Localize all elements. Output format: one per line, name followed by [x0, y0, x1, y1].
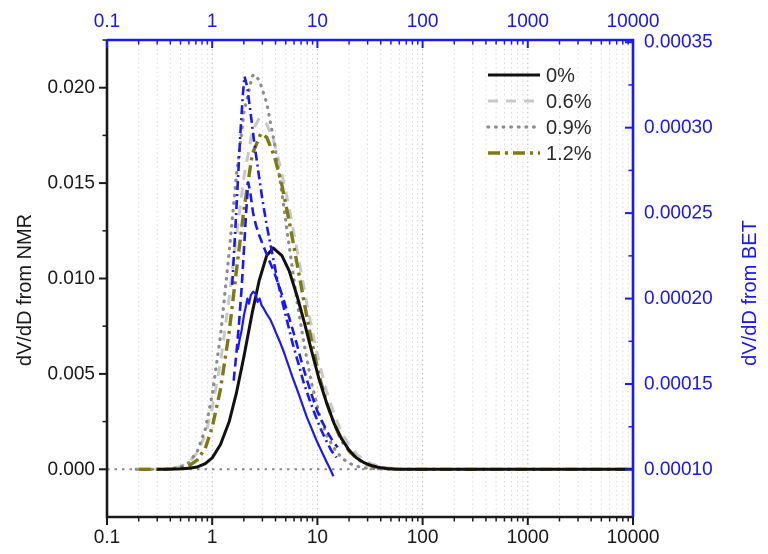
x-top-tick-label: 1	[207, 11, 218, 32]
y-right-tick-label: 0.00020	[644, 288, 713, 309]
x-top-tick-label: 0.1	[94, 11, 120, 32]
left-axis-title: dV/dD from NMR	[14, 213, 36, 367]
legend-label: 0.6%	[546, 91, 592, 113]
y-left-tick-label: 0.015	[47, 173, 95, 194]
axis-tick-labels: 0.10.11110101001001000100010000100000.00…	[47, 11, 712, 548]
curve-bet-dash-dot	[230, 75, 338, 459]
y-right-tick-label: 0.00025	[644, 203, 713, 224]
y-left-tick-label: 0.000	[47, 459, 95, 480]
x-bottom-tick-label: 100	[407, 527, 439, 548]
x-bottom-tick-label: 0.1	[94, 527, 120, 548]
y-right-tick-label: 0.00030	[644, 117, 713, 138]
legend-label: 0.9%	[546, 117, 592, 139]
curve-0-	[157, 246, 633, 471]
x-bottom-tick-label: 10	[307, 527, 328, 548]
y-left-tick-label: 0.010	[47, 268, 95, 289]
curve-bet-solid	[236, 290, 335, 477]
y-right-tick-label: 0.00035	[644, 32, 713, 53]
curve-0-9-	[134, 72, 635, 471]
gridlines	[138, 40, 629, 517]
y-left-tick-label: 0.005	[47, 363, 95, 384]
curve-1-2-	[138, 131, 633, 471]
x-bottom-tick-label: 1000	[507, 527, 549, 548]
x-top-tick-label: 1000	[507, 11, 549, 32]
legend-entry-0_9pct: 0.9%	[486, 117, 592, 139]
y-right-tick-label: 0.00015	[644, 374, 713, 395]
curve-bet-dashed	[232, 181, 339, 449]
x-top-tick-label: 10000	[607, 11, 660, 32]
x-top-tick-label: 100	[407, 11, 439, 32]
x-top-tick-label: 10	[307, 11, 328, 32]
legend-entry-1_2pct: 1.2%	[488, 143, 592, 165]
legend-label: 0%	[546, 65, 575, 87]
right-axis-title: dV/dD from BET	[739, 220, 761, 366]
x-bottom-tick-label: 1	[207, 527, 218, 548]
legend-entry-0pct: 0%	[488, 65, 575, 87]
axis-ticks	[99, 39, 634, 525]
x-bottom-tick-label: 10000	[607, 527, 660, 548]
y-right-tick-label: 0.00010	[644, 459, 713, 480]
legend-entry-0_6pct: 0.6%	[488, 91, 592, 113]
legend: 0% 0.6% 0.9% 1.2%	[486, 65, 592, 165]
legend-label: 1.2%	[546, 143, 592, 165]
y-left-tick-label: 0.020	[47, 77, 95, 98]
